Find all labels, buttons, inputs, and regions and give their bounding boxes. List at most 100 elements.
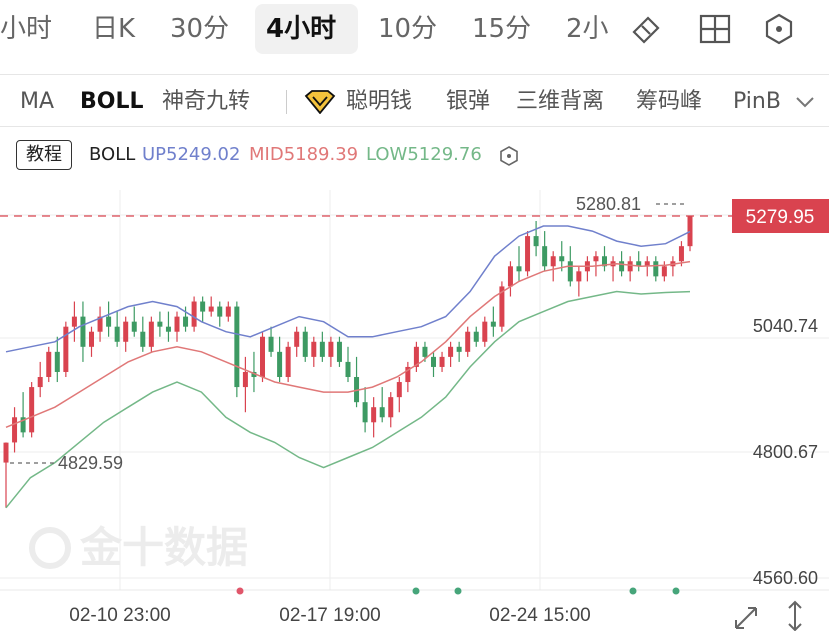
candle-body bbox=[336, 341, 342, 362]
boll-up-line bbox=[5, 225, 691, 353]
candle-body bbox=[217, 306, 223, 317]
indicator-boll[interactable]: BOLL bbox=[80, 89, 144, 114]
current-price-badge bbox=[732, 199, 829, 233]
x-tick-label: 02-24 15:00 bbox=[489, 605, 590, 626]
candle-body bbox=[448, 346, 454, 357]
chevron-down-icon[interactable] bbox=[794, 92, 816, 112]
candle-body bbox=[687, 216, 693, 247]
active-tab-background bbox=[255, 4, 358, 54]
legend-up: UP5249.02 bbox=[142, 144, 241, 165]
tab-4hour[interactable]: 4小时 bbox=[266, 14, 337, 44]
candle-body bbox=[285, 346, 291, 378]
candle-body bbox=[439, 356, 445, 367]
diamond-vip-icon bbox=[304, 90, 336, 114]
candle-body bbox=[277, 351, 283, 378]
event-marker-dot bbox=[672, 587, 680, 595]
candle-body bbox=[653, 261, 659, 277]
candle-body bbox=[465, 331, 471, 352]
candle-body bbox=[191, 301, 197, 327]
candle-body bbox=[242, 371, 248, 388]
max-price-label: 5280.81 bbox=[576, 194, 641, 214]
candle-body bbox=[54, 351, 60, 372]
candle-body bbox=[413, 346, 419, 367]
candle-body bbox=[602, 256, 607, 267]
candle-body bbox=[208, 306, 214, 312]
tabs-divider bbox=[0, 74, 829, 75]
candle-body bbox=[396, 382, 402, 398]
candle-body bbox=[627, 261, 633, 272]
candle-body bbox=[20, 417, 26, 433]
candle-body bbox=[294, 331, 300, 347]
indicator-smart-money[interactable]: 聪明钱 bbox=[346, 89, 413, 114]
x-tick-label: 02-17 19:00 bbox=[279, 605, 380, 626]
candle-body bbox=[302, 331, 308, 357]
candle-body bbox=[46, 351, 52, 378]
candle-body bbox=[63, 326, 69, 372]
candle-body bbox=[490, 321, 496, 327]
candle-body bbox=[431, 356, 436, 367]
expand-arrow-stroke bbox=[735, 607, 757, 629]
candlestick-chart[interactable]: 金十数据 5279.95 5280.81 4829.59 5040.74 4800.67 4… bbox=[0, 180, 829, 631]
candle-body bbox=[260, 336, 265, 378]
watermark-text: 金十数据 bbox=[79, 523, 248, 572]
indicator-chip-peak[interactable]: 筹码峰 bbox=[636, 89, 703, 114]
candle-body bbox=[362, 402, 368, 423]
tutorial-button[interactable]: 教程 bbox=[16, 140, 72, 170]
candle-body bbox=[482, 321, 488, 342]
indicator-ma[interactable]: MA bbox=[20, 89, 55, 114]
event-marker-dot bbox=[412, 587, 420, 595]
current-price-label: 5279.95 bbox=[746, 207, 815, 228]
indicator-pinbar[interactable]: PinB bbox=[733, 89, 781, 114]
tab-30min[interactable]: 30分 bbox=[170, 14, 230, 44]
scale-arrow-stroke bbox=[788, 623, 802, 631]
indicator-3d-divergence[interactable]: 三维背离 bbox=[516, 89, 605, 114]
candle-body bbox=[559, 256, 565, 262]
tab-hour-partial[interactable]: 小时 bbox=[0, 14, 53, 44]
indicator-divider bbox=[0, 126, 829, 127]
candle-body bbox=[473, 331, 479, 342]
min-price-label: 4829.59 bbox=[58, 453, 123, 473]
watermark-logo-icon bbox=[29, 527, 71, 569]
legend-settings-icon[interactable] bbox=[498, 145, 520, 167]
indicator-nine-turns[interactable]: 神奇九转 bbox=[162, 89, 251, 114]
tab-2hour-partial[interactable]: 2小 bbox=[566, 14, 609, 44]
tab-15min[interactable]: 15分 bbox=[472, 14, 532, 44]
candle-body bbox=[542, 246, 548, 267]
grid-icon[interactable] bbox=[698, 12, 732, 46]
candle-body bbox=[140, 331, 146, 347]
candle-body bbox=[80, 316, 86, 347]
candle-body bbox=[593, 256, 599, 262]
candle-body bbox=[97, 316, 103, 332]
vertical-scale-icon[interactable] bbox=[788, 600, 802, 631]
event-marker-dot bbox=[236, 587, 244, 595]
candle-body bbox=[525, 236, 531, 272]
candle-body bbox=[165, 326, 171, 332]
indicator-silver-bullet[interactable]: 银弹 bbox=[446, 89, 491, 114]
candle-body bbox=[345, 361, 351, 378]
candle-body bbox=[405, 366, 411, 383]
timeframe-tabs: 小时 日K 30分 4小时 10分 15分 2小 bbox=[0, 0, 829, 58]
legend-low: LOW5129.76 bbox=[366, 144, 482, 165]
candle-body bbox=[268, 336, 274, 352]
tab-10min[interactable]: 10分 bbox=[378, 14, 438, 44]
y-tick-label: 4800.67 bbox=[753, 442, 818, 462]
hexagon-settings-icon[interactable] bbox=[762, 12, 796, 46]
candle-body bbox=[661, 266, 667, 277]
tab-day[interactable]: 日K bbox=[92, 14, 136, 44]
pen-draw-icon[interactable] bbox=[630, 12, 664, 46]
scale-arrow-stroke bbox=[788, 600, 802, 609]
candle-body bbox=[516, 266, 522, 272]
candle-body bbox=[576, 271, 582, 282]
candle-body bbox=[114, 326, 120, 342]
x-tick-label: 02-10 23:00 bbox=[69, 605, 170, 626]
candle-body bbox=[148, 321, 154, 347]
candle-body bbox=[379, 407, 385, 418]
candle-body bbox=[422, 346, 428, 357]
expand-arrows-icon[interactable] bbox=[735, 607, 757, 629]
candle-body bbox=[174, 316, 180, 332]
candle-body bbox=[311, 341, 317, 357]
candle-body bbox=[234, 306, 240, 388]
y-tick-label: 4560.60 bbox=[753, 568, 818, 588]
candle-body bbox=[225, 306, 231, 317]
candle-body bbox=[644, 261, 650, 267]
